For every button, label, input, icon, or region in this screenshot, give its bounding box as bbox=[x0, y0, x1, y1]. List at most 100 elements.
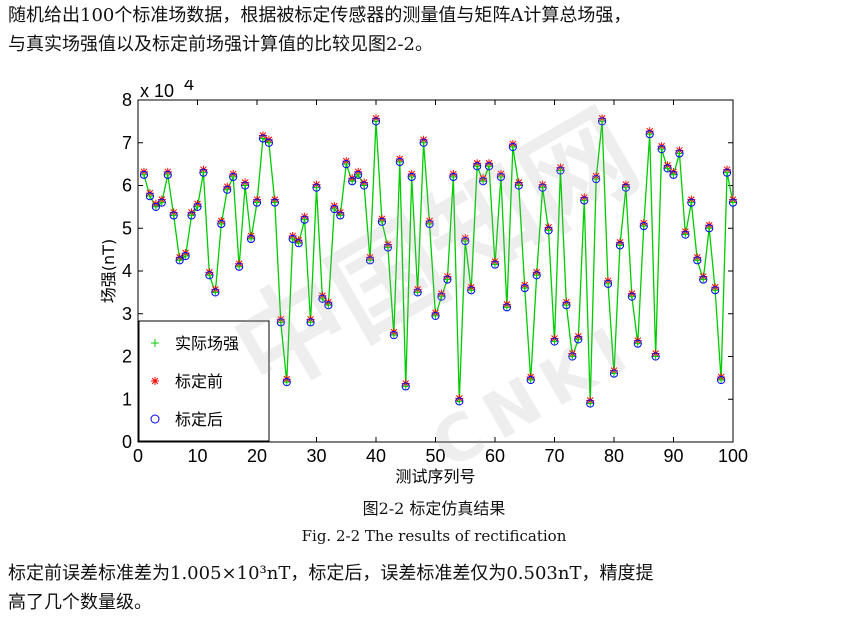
marker-after bbox=[282, 378, 291, 387]
marker-actual bbox=[236, 263, 243, 270]
marker-after bbox=[223, 185, 232, 194]
marker-after bbox=[425, 219, 434, 229]
x-tick-label: 80 bbox=[604, 446, 624, 466]
marker-after bbox=[556, 166, 565, 175]
marker-actual bbox=[313, 184, 320, 191]
marker-actual bbox=[515, 182, 522, 189]
marker-actual bbox=[503, 304, 510, 311]
marker-after bbox=[687, 198, 696, 207]
marker-actual bbox=[468, 287, 475, 294]
marker-actual bbox=[700, 276, 707, 283]
marker-actual bbox=[361, 182, 368, 189]
y-tick-label: 8 bbox=[122, 90, 132, 110]
marker-after bbox=[479, 177, 488, 186]
marker-after bbox=[669, 170, 678, 179]
marker-after bbox=[592, 174, 601, 184]
marker-actual bbox=[200, 169, 207, 176]
marker-actual bbox=[283, 379, 290, 386]
marker-after bbox=[502, 303, 511, 312]
marker-after bbox=[348, 177, 357, 186]
marker-actual bbox=[414, 289, 421, 296]
marker-after bbox=[675, 149, 684, 158]
marker-actual bbox=[563, 302, 570, 309]
marker-after bbox=[722, 168, 732, 177]
marker-actual bbox=[664, 165, 671, 172]
marker-after bbox=[336, 211, 345, 220]
marker-after bbox=[318, 294, 327, 303]
marker-after bbox=[633, 339, 642, 348]
x-tick-label: 10 bbox=[187, 446, 207, 466]
marker-after bbox=[407, 172, 416, 182]
marker-actual bbox=[718, 377, 725, 384]
marker-actual bbox=[331, 206, 338, 213]
marker-actual bbox=[622, 184, 629, 191]
marker-actual bbox=[444, 276, 451, 283]
marker-actual bbox=[670, 171, 677, 178]
marker-actual bbox=[539, 184, 546, 191]
marker-actual bbox=[343, 161, 350, 168]
marker-after bbox=[264, 138, 273, 147]
marker-actual bbox=[724, 169, 731, 176]
marker-actual bbox=[402, 383, 409, 390]
marker-after bbox=[562, 301, 571, 310]
marker-after bbox=[151, 202, 160, 211]
marker-after bbox=[473, 162, 482, 171]
marker-actual bbox=[319, 295, 326, 302]
marker-actual bbox=[307, 319, 314, 326]
marker-actual bbox=[634, 340, 641, 347]
marker-after bbox=[574, 335, 583, 344]
marker-after bbox=[580, 196, 589, 205]
x-tick-label: 90 bbox=[663, 446, 683, 466]
marker-actual bbox=[521, 285, 528, 292]
marker-after bbox=[663, 164, 672, 173]
marker-actual bbox=[408, 173, 415, 180]
marker-after bbox=[258, 134, 268, 143]
marker-actual bbox=[390, 332, 397, 339]
marker-actual bbox=[462, 238, 469, 245]
marker-after bbox=[609, 369, 619, 378]
marker-after bbox=[324, 301, 333, 310]
marker-after bbox=[461, 236, 470, 246]
marker-actual bbox=[527, 377, 534, 384]
marker-actual bbox=[325, 302, 332, 309]
marker-after bbox=[163, 170, 172, 179]
marker-actual bbox=[593, 176, 600, 183]
marker-after bbox=[467, 286, 476, 295]
marker-actual bbox=[480, 178, 487, 185]
marker-after bbox=[395, 157, 404, 167]
marker-after bbox=[514, 181, 523, 190]
marker-actual bbox=[646, 131, 653, 138]
marker-actual bbox=[152, 203, 159, 210]
marker-after bbox=[431, 311, 440, 320]
marker-after bbox=[169, 211, 178, 220]
marker-after bbox=[651, 352, 660, 361]
marker-actual bbox=[652, 353, 659, 360]
marker-after bbox=[437, 292, 446, 301]
x-axis-label: 测试序列号 bbox=[395, 467, 475, 486]
marker-after bbox=[639, 222, 648, 231]
y-tick-label: 0 bbox=[122, 432, 132, 452]
marker-after bbox=[300, 215, 309, 224]
x-tick-label: 60 bbox=[485, 446, 505, 466]
marker-after bbox=[401, 382, 410, 391]
y-tick-label: 6 bbox=[122, 176, 132, 196]
marker-after bbox=[246, 234, 256, 244]
marker-after bbox=[455, 397, 464, 406]
marker-actual bbox=[605, 280, 612, 287]
marker-actual bbox=[486, 163, 493, 170]
y-multiplier: x 10 bbox=[140, 81, 174, 101]
marker-actual bbox=[616, 242, 623, 249]
legend-label: 实际场强 bbox=[175, 334, 239, 353]
y-tick-label: 7 bbox=[122, 133, 132, 153]
marker-after bbox=[199, 168, 208, 177]
marker-after bbox=[252, 198, 262, 207]
marker-after bbox=[603, 279, 613, 288]
y-tick-label: 5 bbox=[122, 218, 132, 238]
marker-after bbox=[377, 217, 387, 226]
marker-actual bbox=[259, 135, 266, 142]
marker-after bbox=[538, 183, 547, 192]
marker-actual bbox=[551, 338, 558, 345]
marker-actual bbox=[497, 173, 504, 180]
marker-after bbox=[217, 219, 226, 229]
marker-actual bbox=[248, 235, 255, 242]
